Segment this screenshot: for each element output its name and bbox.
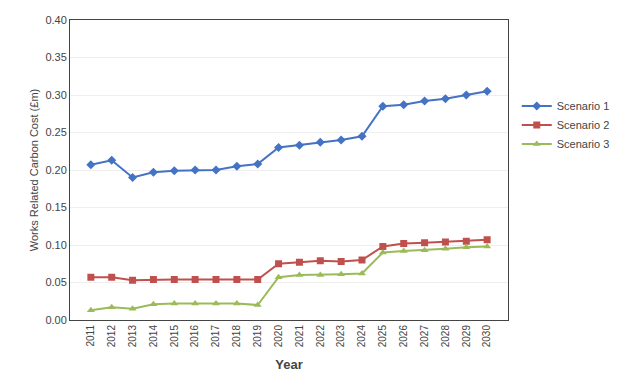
svg-text:2011: 2011: [85, 325, 96, 347]
svg-text:0.05: 0.05: [45, 276, 66, 288]
svg-text:2020: 2020: [273, 325, 284, 348]
svg-text:0.20: 0.20: [45, 164, 66, 176]
svg-text:Year: Year: [275, 357, 302, 372]
svg-text:2012: 2012: [106, 325, 117, 348]
svg-text:2027: 2027: [419, 325, 430, 348]
svg-text:0.25: 0.25: [45, 126, 66, 138]
svg-text:2013: 2013: [127, 325, 138, 348]
svg-text:2029: 2029: [461, 325, 472, 348]
svg-text:2018: 2018: [231, 325, 242, 348]
svg-text:2026: 2026: [398, 325, 409, 348]
svg-text:2019: 2019: [252, 325, 263, 348]
svg-text:2030: 2030: [481, 325, 492, 348]
svg-text:0.15: 0.15: [45, 201, 66, 213]
svg-text:2028: 2028: [440, 325, 451, 348]
svg-text:2016: 2016: [189, 325, 200, 348]
svg-text:0.30: 0.30: [45, 89, 66, 101]
svg-text:0.10: 0.10: [45, 239, 66, 251]
svg-text:Scenario 1: Scenario 1: [557, 100, 610, 112]
svg-text:2023: 2023: [335, 325, 346, 348]
svg-text:0.00: 0.00: [45, 314, 66, 326]
svg-text:2021: 2021: [294, 325, 305, 348]
svg-text:Works Related Carbon Cost (£m): Works Related Carbon Cost (£m): [28, 89, 40, 251]
svg-text:2025: 2025: [377, 325, 388, 348]
svg-text:2022: 2022: [315, 325, 326, 348]
svg-text:0.40: 0.40: [45, 14, 66, 26]
svg-text:2015: 2015: [169, 325, 180, 348]
svg-text:0.35: 0.35: [45, 51, 66, 63]
svg-text:Scenario 3: Scenario 3: [557, 138, 610, 150]
svg-text:2014: 2014: [148, 325, 159, 348]
svg-text:2024: 2024: [356, 325, 367, 348]
svg-text:2017: 2017: [210, 325, 221, 348]
svg-text:Scenario 2: Scenario 2: [557, 119, 610, 131]
